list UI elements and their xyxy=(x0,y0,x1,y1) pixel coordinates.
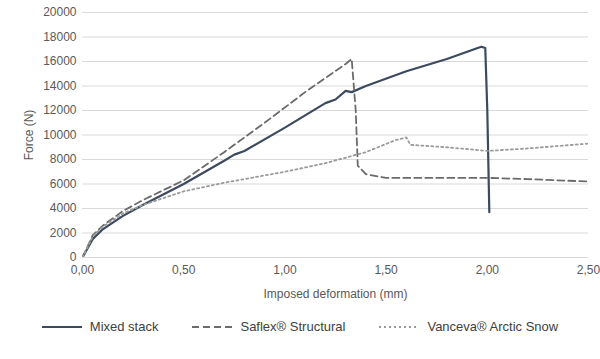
svg-text:Imposed deformation (mm): Imposed deformation (mm) xyxy=(263,287,407,301)
svg-text:20000: 20000 xyxy=(43,5,77,19)
svg-text:1,50: 1,50 xyxy=(374,263,398,277)
html-text:Saflex® Structural: Saflex® Structural xyxy=(240,319,346,334)
svg-text:4000: 4000 xyxy=(50,201,77,215)
svg-text:Force (N): Force (N) xyxy=(22,110,36,161)
svg-text:0,50: 0,50 xyxy=(172,263,196,277)
svg-text:14000: 14000 xyxy=(43,79,77,93)
svg-text:2000: 2000 xyxy=(50,226,77,240)
html-text:Vanceva® Arctic Snow: Vanceva® Arctic Snow xyxy=(427,319,559,334)
svg-text:2,00: 2,00 xyxy=(476,263,500,277)
html-text:Mixed stack: Mixed stack xyxy=(89,319,159,334)
svg-text:18000: 18000 xyxy=(43,30,77,44)
svg-text:0,00: 0,00 xyxy=(71,263,95,277)
svg-text:8000: 8000 xyxy=(50,152,77,166)
svg-text:0: 0 xyxy=(69,250,77,265)
svg-text:10000: 10000 xyxy=(43,128,77,142)
svg-text:6000: 6000 xyxy=(50,177,77,191)
svg-text:12000: 12000 xyxy=(43,103,77,117)
svg-text:1,00: 1,00 xyxy=(273,263,297,277)
svg-text:16000: 16000 xyxy=(43,54,77,68)
svg-text:2,50: 2,50 xyxy=(577,263,600,277)
